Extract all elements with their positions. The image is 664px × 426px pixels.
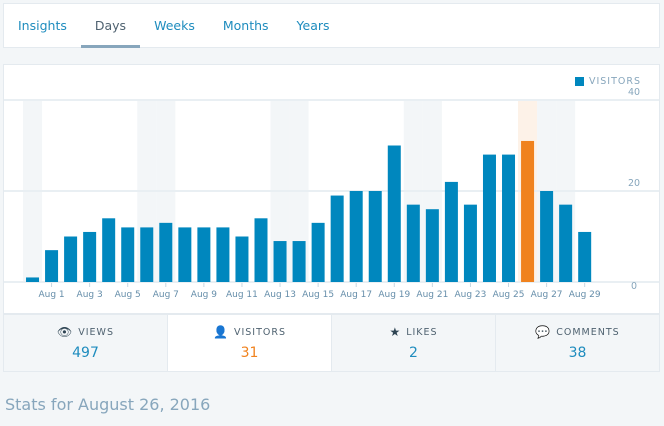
summary-likes[interactable]: ★ LIKES 2	[332, 315, 496, 371]
bar-aug-18	[368, 191, 382, 282]
x-tick-label: Aug 13	[264, 290, 296, 300]
bar-aug-8	[178, 227, 192, 282]
bar-aug-26	[521, 140, 535, 282]
likes-value: 2	[409, 345, 418, 361]
bar-aug-6	[140, 227, 154, 282]
tab-insights[interactable]: Insights	[18, 18, 67, 33]
stats-title: Stats for August 26, 2016	[5, 395, 211, 414]
bar-jul-31	[26, 277, 40, 282]
summary-visitors[interactable]: 👤 VISITORS 31	[168, 315, 332, 371]
x-tick-label: Aug 1	[38, 290, 64, 300]
comment-icon: 💬	[535, 325, 552, 339]
bar-aug-23	[463, 204, 477, 282]
bar-aug-11	[235, 236, 249, 282]
bar-aug-3	[83, 231, 97, 282]
tab-days[interactable]: Days	[80, 4, 141, 48]
x-tick-label: Aug 23	[454, 290, 486, 300]
legend-swatch	[574, 77, 584, 86]
visitors-label: VISITORS	[233, 326, 286, 338]
bar-aug-21	[425, 209, 439, 282]
bar-aug-4	[102, 218, 116, 282]
chart-legend: VISITORS	[574, 76, 641, 87]
x-tick-label: Aug 3	[77, 290, 103, 300]
likes-label: LIKES	[406, 326, 438, 338]
summary-tabs: 👁 VIEWS 497 👤 VISITORS 31 ★ LIKES 2 💬 COMMEN…	[3, 314, 660, 372]
bar-aug-24	[482, 154, 496, 282]
bar-aug-19	[387, 145, 401, 282]
x-tick-label: Aug 9	[191, 290, 217, 300]
x-tick-label: Aug 17	[340, 290, 372, 300]
bar-aug-17	[349, 191, 363, 282]
legend-label: VISITORS	[588, 76, 641, 87]
bar-aug-28	[559, 204, 573, 282]
x-tick-label: Aug 27	[531, 290, 563, 300]
bar-aug-29	[578, 231, 592, 282]
x-tick-label: Aug 7	[153, 290, 179, 300]
bar-aug-20	[406, 204, 420, 282]
x-tick-label: Aug 5	[115, 290, 141, 300]
x-tick-label: Aug 11	[226, 290, 258, 300]
bar-aug-27	[540, 191, 554, 282]
comments-label: COMMENTS	[556, 326, 620, 338]
bar-aug-12	[254, 218, 268, 282]
y-tick-label: 20	[628, 178, 640, 189]
bar-aug-25	[502, 154, 516, 282]
visitors-bar-chart: 0 20 40 Aug 1 Aug 3 Aug 5 Aug 7 Aug 9 Aug 11 Aug …	[4, 87, 659, 300]
y-tick-label: 0	[631, 281, 637, 292]
x-tick-label: Aug 25	[493, 290, 525, 300]
x-tick-label: Aug 29	[569, 290, 601, 300]
tab-weeks[interactable]: Weeks	[154, 18, 195, 33]
tab-years[interactable]: Years	[296, 18, 330, 33]
x-tick-label: Aug 15	[302, 290, 334, 300]
bar-aug-9	[197, 227, 211, 282]
views-value: 497	[72, 345, 99, 361]
tab-months[interactable]: Months	[222, 18, 269, 33]
y-tick-label: 40	[628, 87, 640, 98]
bar-aug-1	[45, 250, 59, 282]
person-icon: 👤	[213, 325, 229, 339]
bar-aug-14	[292, 241, 306, 282]
x-tick-label: Aug 19	[378, 290, 410, 300]
bar-aug-15	[311, 222, 325, 282]
eye-icon: 👁	[57, 325, 74, 339]
chart-card: VISITORS 0 20 40 Aug 1 Aug 3 Aug 5 Aug 7 Aug 9 A…	[3, 64, 660, 314]
bar-aug-2	[64, 236, 78, 282]
bar-aug-13	[273, 241, 287, 282]
x-tick-label: Aug 21	[416, 290, 448, 300]
bar-aug-7	[159, 222, 173, 282]
views-label: VIEWS	[78, 326, 114, 338]
period-tabs: Insights Days Weeks Months Years	[3, 3, 660, 48]
bar-aug-16	[330, 195, 344, 282]
summary-comments[interactable]: 💬 COMMENTS 38	[496, 315, 659, 371]
bar-aug-22	[444, 181, 458, 282]
bar-aug-5	[121, 227, 135, 282]
visitors-value: 31	[240, 345, 259, 361]
star-icon: ★	[389, 325, 402, 339]
comments-value: 38	[568, 345, 587, 361]
summary-views[interactable]: 👁 VIEWS 497	[4, 315, 168, 371]
bar-aug-10	[216, 227, 230, 282]
